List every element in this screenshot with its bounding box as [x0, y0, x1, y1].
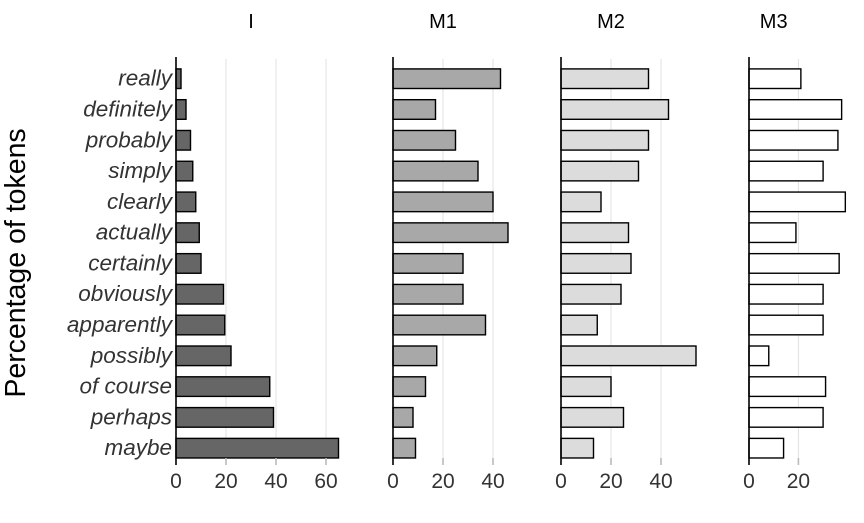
svg-text:possibly: possibly	[90, 343, 174, 368]
svg-text:Percentage of tokens: Percentage of tokens	[0, 128, 32, 397]
svg-text:0: 0	[555, 470, 567, 493]
svg-text:40: 40	[481, 470, 504, 493]
svg-text:actually: actually	[96, 220, 174, 245]
svg-text:apparently: apparently	[67, 312, 174, 337]
svg-text:I: I	[248, 11, 254, 33]
svg-text:20: 20	[431, 470, 454, 493]
svg-text:clearly: clearly	[107, 189, 174, 214]
svg-text:20: 20	[599, 470, 622, 493]
svg-text:simply: simply	[108, 158, 174, 183]
svg-text:definitely: definitely	[83, 96, 174, 121]
svg-text:certainly: certainly	[88, 250, 174, 275]
svg-text:M1: M1	[429, 11, 457, 33]
svg-text:obviously: obviously	[78, 281, 174, 306]
svg-text:20: 20	[787, 470, 810, 493]
svg-text:60: 60	[314, 470, 337, 493]
svg-text:M2: M2	[597, 11, 625, 33]
svg-text:probably: probably	[85, 127, 174, 152]
svg-text:really: really	[118, 66, 174, 91]
svg-text:maybe: maybe	[104, 435, 172, 460]
svg-text:of course: of course	[79, 374, 172, 399]
svg-text:0: 0	[387, 470, 399, 493]
svg-text:perhaps: perhaps	[90, 404, 172, 429]
svg-text:M3: M3	[760, 11, 788, 33]
svg-text:20: 20	[214, 470, 237, 493]
svg-text:40: 40	[264, 470, 287, 493]
svg-text:0: 0	[170, 470, 182, 493]
svg-text:0: 0	[743, 470, 755, 493]
svg-text:40: 40	[649, 470, 672, 493]
